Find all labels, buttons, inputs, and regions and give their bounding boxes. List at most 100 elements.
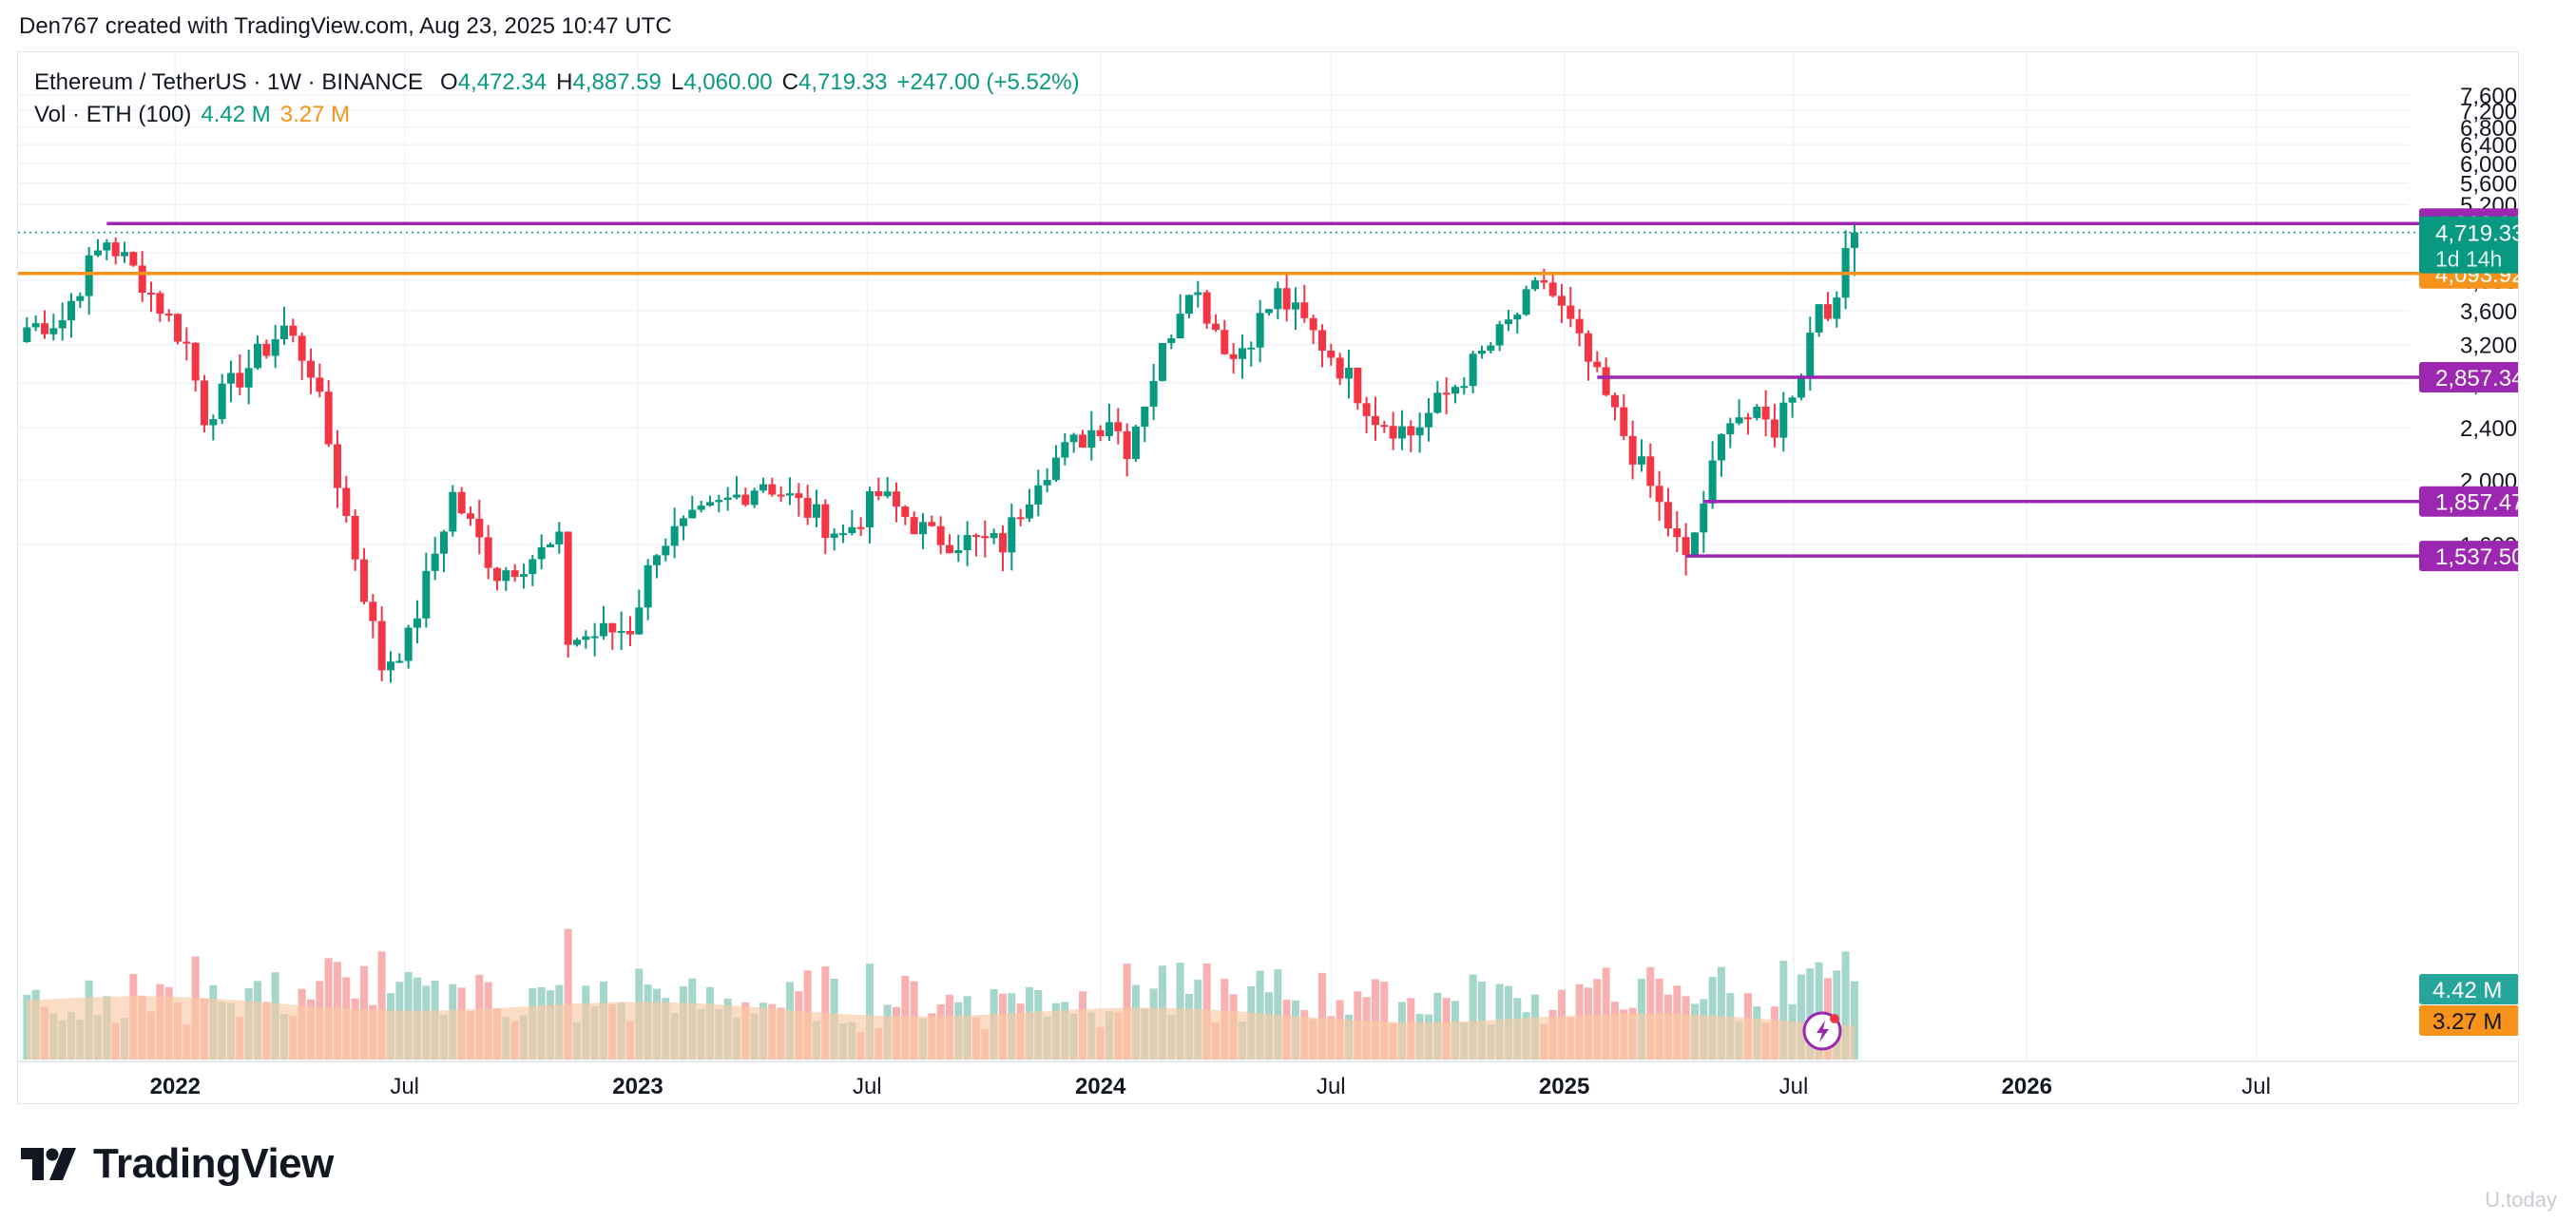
candle <box>652 554 661 579</box>
candle-body <box>1797 376 1805 398</box>
volume-row: Vol · ETH (100) 4.42 M 3.27 M <box>34 99 1080 131</box>
volume-bar <box>1317 972 1326 1060</box>
candle <box>954 534 963 563</box>
candle-body <box>1637 456 1645 465</box>
candle-body <box>404 627 413 661</box>
candle <box>1504 310 1512 332</box>
volume-bar <box>865 964 874 1060</box>
candle <box>759 477 767 493</box>
candle-body <box>466 513 474 519</box>
y-tick-label: 3,200.00 <box>2460 334 2518 359</box>
candle-body <box>1354 367 1362 404</box>
candle-body <box>253 343 261 369</box>
candle-body <box>1114 422 1123 431</box>
symbol-label[interactable]: Ethereum / TetherUS · 1W · BINANCE <box>34 69 424 95</box>
candle <box>1371 396 1379 441</box>
candle-body <box>883 491 892 497</box>
candle <box>1806 316 1815 391</box>
candle <box>1495 320 1504 352</box>
candle-body <box>1256 313 1264 348</box>
candle <box>191 342 200 392</box>
candle <box>599 605 607 640</box>
candle-body <box>741 494 750 506</box>
candle-body <box>369 601 377 621</box>
candle-body <box>1700 503 1708 533</box>
volume-bar <box>564 928 572 1060</box>
volume-bar <box>1797 974 1805 1060</box>
candle <box>1451 384 1459 404</box>
volume-label[interactable]: Vol · ETH (100) <box>34 102 192 127</box>
candle-body <box>1584 333 1592 362</box>
candle-body <box>599 622 607 637</box>
flash-icon[interactable] <box>1802 1011 1842 1051</box>
candle <box>271 325 279 369</box>
candle-body <box>1211 323 1220 331</box>
candle-body <box>1131 426 1140 460</box>
candle <box>1584 330 1592 381</box>
candle <box>1469 351 1477 393</box>
candle <box>244 349 253 405</box>
candle-body <box>1451 387 1459 394</box>
candle-body <box>1815 304 1823 334</box>
candle-body <box>1433 392 1442 413</box>
candle-body <box>1336 357 1344 379</box>
candle <box>1850 222 1858 277</box>
candle-body <box>138 265 146 293</box>
candle-body <box>1823 304 1832 319</box>
candle-body <box>1487 345 1495 351</box>
candle <box>369 594 377 639</box>
candle <box>795 483 803 517</box>
candle <box>1167 334 1176 350</box>
candle-body <box>572 640 581 645</box>
candle <box>1105 403 1113 442</box>
candle <box>1655 470 1663 522</box>
candle-body <box>156 293 164 315</box>
candle-body <box>1229 353 1238 359</box>
watermark: U.today <box>2485 1188 2557 1212</box>
x-tick-label: Jul <box>1317 1074 1346 1099</box>
candle-body <box>1309 317 1317 331</box>
chart-legend: Ethereum / TetherUS · 1W · BINANCE O4,47… <box>34 67 1080 131</box>
candle-body <box>1158 343 1166 381</box>
candle-body <box>821 504 830 539</box>
candle-body <box>1761 407 1770 420</box>
candle <box>58 302 67 341</box>
candle-body <box>1833 297 1841 319</box>
price-chart[interactable]: 7,600.007,200.006,800.006,400.006,000.00… <box>18 52 2566 1103</box>
candle-body <box>1300 302 1309 318</box>
candle <box>253 335 261 371</box>
candle <box>351 508 359 571</box>
candle <box>777 486 785 503</box>
candle <box>31 315 40 332</box>
candle <box>289 318 298 343</box>
candle-body <box>812 504 820 518</box>
candle-body <box>93 250 102 256</box>
price-label: 1,537.50 <box>2419 541 2543 572</box>
candle <box>1123 423 1131 477</box>
candle-body <box>226 372 235 384</box>
candle-body <box>1397 426 1406 439</box>
candle-body <box>1610 394 1619 408</box>
price-label: 2,857.34 <box>2419 361 2543 392</box>
price-label: 1,857.47 <box>2419 486 2543 517</box>
candle <box>892 482 900 523</box>
candle <box>1726 417 1735 449</box>
candle-body <box>395 660 404 663</box>
candle-body <box>723 497 732 501</box>
candle-body <box>865 491 874 527</box>
candle-body <box>1317 330 1326 352</box>
candle-body <box>971 535 980 538</box>
candle-body <box>342 487 351 516</box>
candle-body <box>1628 435 1637 465</box>
candle <box>883 477 892 499</box>
candle-body <box>1389 426 1397 439</box>
price-label-bg <box>2419 486 2543 517</box>
candle <box>1344 349 1353 399</box>
volume-bar <box>1779 961 1788 1060</box>
tradingview-logo[interactable]: TradingView <box>21 1140 334 1188</box>
candle <box>519 563 528 589</box>
candle <box>662 538 670 562</box>
candle-body <box>555 531 564 544</box>
tradingview-logo-icon <box>21 1148 76 1180</box>
candle-body <box>1123 430 1131 460</box>
